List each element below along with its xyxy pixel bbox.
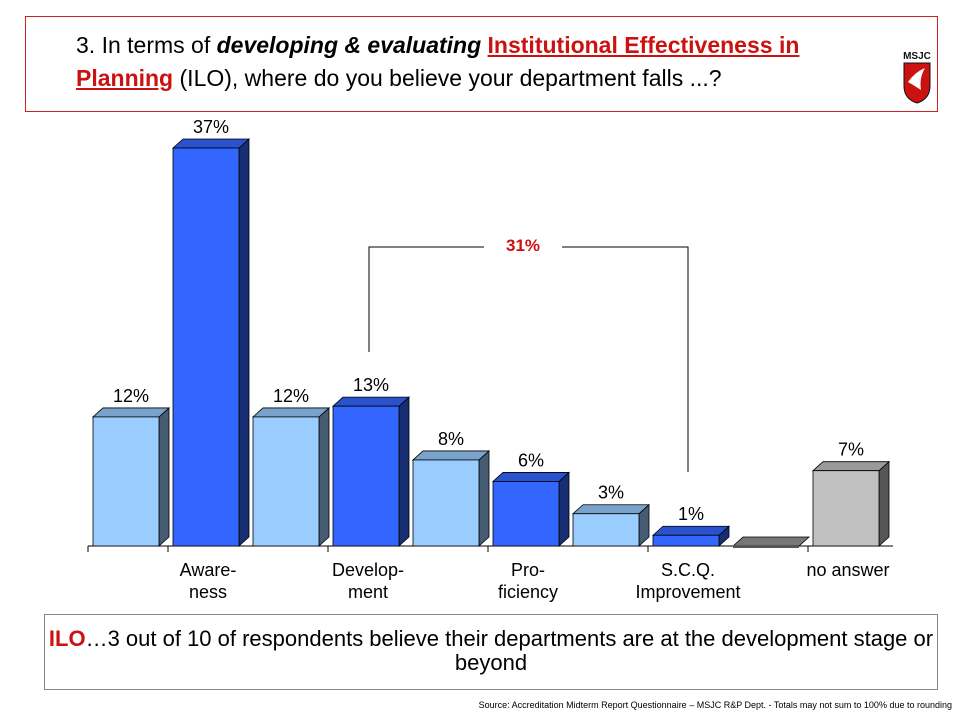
bar-top (651, 525, 731, 536)
source-footnote: Source: Accreditation Midterm Report Que… (478, 700, 952, 710)
x-tick-label: Pro-ficiency (498, 560, 558, 602)
x-tick-label: Aware-ness (180, 560, 237, 602)
bar (572, 513, 640, 547)
bar-value-label: 12% (113, 386, 149, 406)
bar-side (478, 450, 490, 547)
question-title-box: 3. In terms of developing & evaluating I… (25, 16, 938, 112)
bar-side (558, 471, 570, 547)
x-tick-label: Develop-ment (332, 560, 404, 602)
bar-top (91, 407, 171, 418)
bar-side (158, 407, 170, 547)
bar (92, 416, 160, 547)
bar (172, 147, 240, 547)
bar-top (811, 461, 891, 472)
title-emphasis: developing & evaluating (216, 32, 482, 58)
title-rest: (ILO), where do you believe your departm… (173, 65, 722, 91)
bar (252, 416, 320, 547)
bar-value-label: 8% (438, 429, 464, 449)
bar-value-label: 3% (598, 483, 624, 503)
bar-side (398, 396, 410, 547)
range-bracket: 31% (368, 236, 689, 472)
bar-value-label: 37% (193, 117, 229, 137)
bar-value-label: 13% (353, 375, 389, 395)
bar-side (878, 460, 890, 547)
bar-top (571, 504, 651, 515)
bar (812, 470, 880, 547)
bar-value-label: 1% (678, 504, 704, 524)
x-tick-label: S.C.Q. Improvement (635, 560, 740, 602)
bar-side (318, 407, 330, 547)
msjc-logo-icon: MSJC (903, 51, 931, 104)
bar-side (238, 138, 250, 547)
bar (492, 481, 560, 547)
bar-top (331, 396, 411, 407)
bar-empty-edge (733, 545, 799, 548)
bar-value-label: 12% (273, 386, 309, 406)
bar-top (171, 138, 251, 149)
bar-top (251, 407, 331, 418)
note-text: …3 out of 10 of respondents believe thei… (85, 626, 934, 675)
bar (412, 459, 480, 547)
question-title: 3. In terms of developing & evaluating I… (76, 29, 886, 95)
bar-chart: 31% 12% 37% Aware-ness 12% 13% Develop-ment 8%… (87, 117, 893, 602)
x-tick-label: no answer (806, 560, 889, 580)
bar (332, 405, 400, 547)
bracket-label: 31% (506, 236, 540, 255)
bar (652, 534, 720, 547)
title-highlight: Institutional Effectiveness in Planning (76, 32, 800, 91)
title-number: 3. In terms of (76, 32, 217, 58)
bar-top (491, 472, 571, 482)
summary-note: ILO…3 out of 10 of respondents believe t… (44, 614, 938, 690)
bar-value-label: 7% (838, 440, 864, 460)
bar-empty (731, 536, 811, 547)
bar-top (411, 450, 491, 461)
bar-value-label: 6% (518, 450, 544, 470)
note-lead: ILO (48, 626, 86, 651)
svg-text:MSJC: MSJC (903, 51, 931, 62)
